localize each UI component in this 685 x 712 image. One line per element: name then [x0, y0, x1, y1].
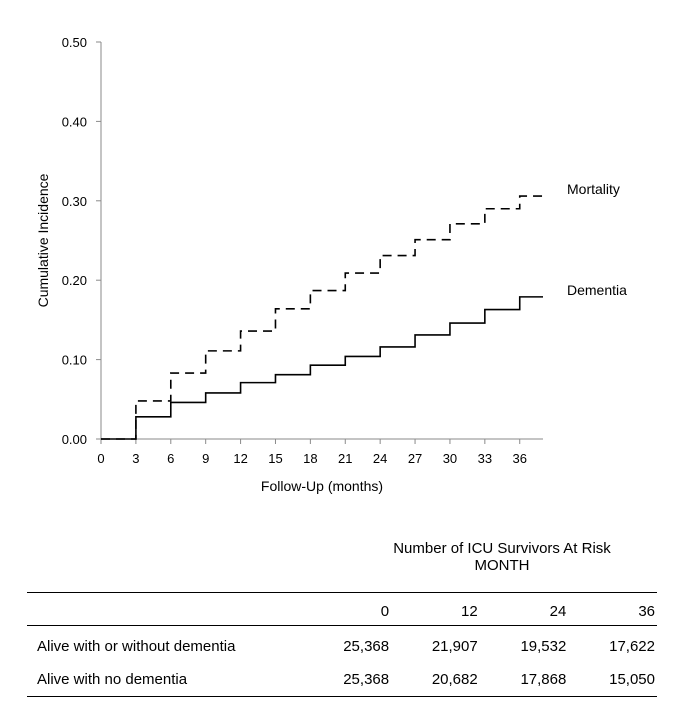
x-tick-label: 27 [408, 451, 422, 466]
cell-value: 15,050 [609, 671, 655, 688]
x-tick-label: 3 [132, 451, 139, 466]
risk-table-title-line1: Number of ICU Survivors At Risk [393, 540, 611, 557]
cell-value: 25,368 [343, 671, 390, 688]
cell-value: 17,868 [520, 671, 567, 688]
table-row: Alive with or without dementia 25,368 21… [27, 626, 657, 664]
x-axis-title: Follow-Up (months) [261, 478, 383, 494]
month-header-0: 0 [380, 602, 390, 620]
cell-value: 21,907 [431, 638, 478, 655]
table-row: Alive with no dementia 25,368 20,682 17,… [27, 663, 657, 697]
y-tick-label: 0.00 [62, 432, 87, 447]
y-axis-title: Cumulative Incidence [35, 173, 51, 307]
month-header-24: 24 [549, 602, 567, 620]
cell-value: 20,682 [431, 671, 478, 688]
x-tick-label: 24 [373, 451, 387, 466]
axes: 0.000.100.200.300.400.500 3 6 9 12 15 18 21 24 27… [35, 35, 543, 494]
series-line-dementia [101, 296, 543, 440]
x-tick-label: 36 [513, 451, 527, 466]
cell-value: 17,622 [609, 638, 655, 655]
y-tick-label: 0.10 [62, 353, 87, 368]
y-tick-label: 0.20 [62, 273, 87, 288]
y-tick-label: 0.50 [62, 35, 87, 50]
y-tick-label: 0.40 [62, 114, 87, 129]
x-tick-label: 15 [268, 451, 282, 466]
risk-table-title-line2: MONTH [474, 557, 530, 574]
risk-table-header-row: 0 12 24 36 [27, 592, 657, 626]
x-tick-label: 33 [478, 451, 492, 466]
cell-value: 19,532 [520, 638, 567, 655]
risk-table: 0 12 24 36 Alive with or without dementi… [27, 592, 657, 697]
row-label: Alive with no dementia [37, 671, 188, 688]
x-tick-label: 6 [167, 451, 174, 466]
chart-area: 0.00 0.10 0.20 0.30 0.40 0.50 0 3 6 9 12 15 18 21 24 27… [35, 35, 627, 494]
month-header-36: 36 [638, 602, 655, 620]
x-tick-label: 18 [303, 451, 317, 466]
labels-layer: Mortality Dementia [567, 181, 627, 298]
cell-value: 25,368 [343, 638, 390, 655]
month-header-12: 12 [461, 602, 478, 620]
y-tick-label: 0.30 [62, 194, 87, 209]
row-label: Alive with or without dementia [37, 638, 236, 655]
x-tick-label: 9 [202, 451, 209, 466]
x-tick-label: 21 [338, 451, 352, 466]
risk-table-header-blank [27, 593, 301, 626]
cumulative-incidence-chart: 0.000.100.200.300.400.500 3 6 9 12 15 18 21 24 27… [35, 35, 627, 494]
risk-table-title: Number of ICU Survivors At Risk MONTH [372, 540, 632, 574]
series-label-mortality: Mortality [567, 181, 620, 197]
series-line-mortality [101, 195, 543, 440]
series-label-dementia: Dementia [567, 282, 627, 298]
x-tick-label: 12 [233, 451, 247, 466]
x-tick-label: 0 [97, 451, 104, 466]
series-layer [101, 195, 543, 440]
x-tick-label: 30 [443, 451, 457, 466]
